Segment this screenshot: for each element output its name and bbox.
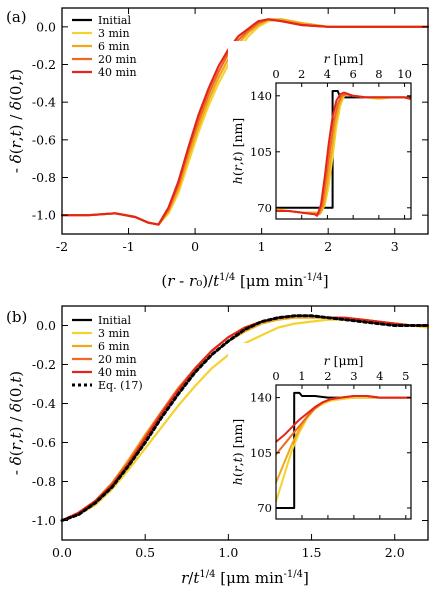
y-tick-label: 0.0 xyxy=(36,318,56,333)
inset-x-tick-label: 10 xyxy=(397,67,412,81)
x-tick-label: 2.0 xyxy=(385,545,405,560)
x-tick-label: -2 xyxy=(56,239,68,254)
inset-x-tick-label: 4 xyxy=(376,369,383,383)
plot-frame xyxy=(61,7,429,235)
legend-entry: Initial xyxy=(98,314,131,327)
panel-label: (b) xyxy=(6,308,27,326)
inset-x-axis-label: r [μm] xyxy=(324,353,364,368)
legend-entry: 3 min xyxy=(98,327,130,340)
legend-entry: 40 min xyxy=(98,366,137,379)
inset-series-40-min xyxy=(276,91,412,217)
x-tick-label: 0.0 xyxy=(52,545,72,560)
y-tick-label: -1.0 xyxy=(32,208,56,223)
x-axis-label: r/t1/4 [μm min-1/4] xyxy=(181,569,309,587)
legend-entry: Eq. (17) xyxy=(98,379,143,392)
y-tick-label: -0.2 xyxy=(32,357,56,372)
x-tick-label: 2 xyxy=(324,239,332,254)
x-tick-label: 1.5 xyxy=(302,545,322,560)
inset-x-tick-label: 5 xyxy=(402,369,409,383)
y-axis-label: - δ(r,t) / δ(0,t) xyxy=(7,371,25,475)
inset-x-tick-label: 1 xyxy=(298,369,305,383)
inset-frame xyxy=(275,82,412,220)
y-axis-label: - δ(r,t) / δ(0,t) xyxy=(7,69,25,173)
legend-entry: Initial xyxy=(98,14,131,27)
inset-x-tick-label: 2 xyxy=(324,369,331,383)
inset-y-tick-label: 140 xyxy=(250,391,272,405)
y-tick-label: -0.6 xyxy=(32,435,56,450)
y-tick-label: -0.2 xyxy=(32,57,56,72)
y-tick-label: -0.8 xyxy=(32,170,56,185)
x-tick-label: 1.0 xyxy=(218,545,238,560)
inset-x-tick-label: 6 xyxy=(349,67,356,81)
inset-y-axis-label: h(r,t) [nm] xyxy=(230,419,245,485)
y-tick-label: -0.4 xyxy=(32,396,56,411)
inset-y-tick-label: 70 xyxy=(257,501,272,515)
x-tick-label: 3 xyxy=(391,239,399,254)
inset-background xyxy=(228,343,419,527)
y-tick-label: -0.4 xyxy=(32,95,56,110)
inset-x-tick-label: 3 xyxy=(350,369,357,383)
inset-x-tick-label: 2 xyxy=(298,67,305,81)
inset-y-tick-label: 140 xyxy=(250,89,272,103)
inset-y-axis-label: h(r,t) [nm] xyxy=(230,118,245,184)
y-tick-label: -0.6 xyxy=(32,132,56,147)
panel-label: (a) xyxy=(6,8,27,26)
inset-x-tick-label: 4 xyxy=(324,67,331,81)
inset-y-tick-label: 70 xyxy=(257,201,272,215)
series-line-40-min xyxy=(60,18,430,226)
series-line-eq-17- xyxy=(60,314,430,522)
plot-frame xyxy=(61,305,429,541)
inset-x-tick-label: 0 xyxy=(272,67,279,81)
inset-series-40-min xyxy=(275,395,411,443)
legend-entry: 6 min xyxy=(98,340,130,353)
x-tick-label: 0 xyxy=(191,239,199,254)
inset-frame xyxy=(275,384,412,520)
y-tick-label: 0.0 xyxy=(36,19,56,34)
legend-entry: 20 min xyxy=(98,53,137,66)
inset-y-tick-label: 105 xyxy=(250,446,272,460)
legend-entry: 20 min xyxy=(98,353,137,366)
legend-entry: 40 min xyxy=(98,66,137,79)
x-tick-label: -1 xyxy=(122,239,134,254)
legend-entry: 6 min xyxy=(98,40,130,53)
y-tick-label: -1.0 xyxy=(32,513,56,528)
legend-entry: 3 min xyxy=(98,27,130,40)
inset-x-axis-label: r [μm] xyxy=(324,51,364,66)
x-tick-label: 1 xyxy=(258,239,266,254)
x-axis-label: (r - r₀)/t1/4 [μm min-1/4] xyxy=(161,272,328,290)
inset-x-tick-label: 8 xyxy=(375,67,382,81)
y-tick-label: -0.8 xyxy=(32,474,56,489)
inset-x-tick-label: 0 xyxy=(272,369,279,383)
x-tick-label: 0.5 xyxy=(135,545,155,560)
inset-y-tick-label: 105 xyxy=(250,145,272,159)
